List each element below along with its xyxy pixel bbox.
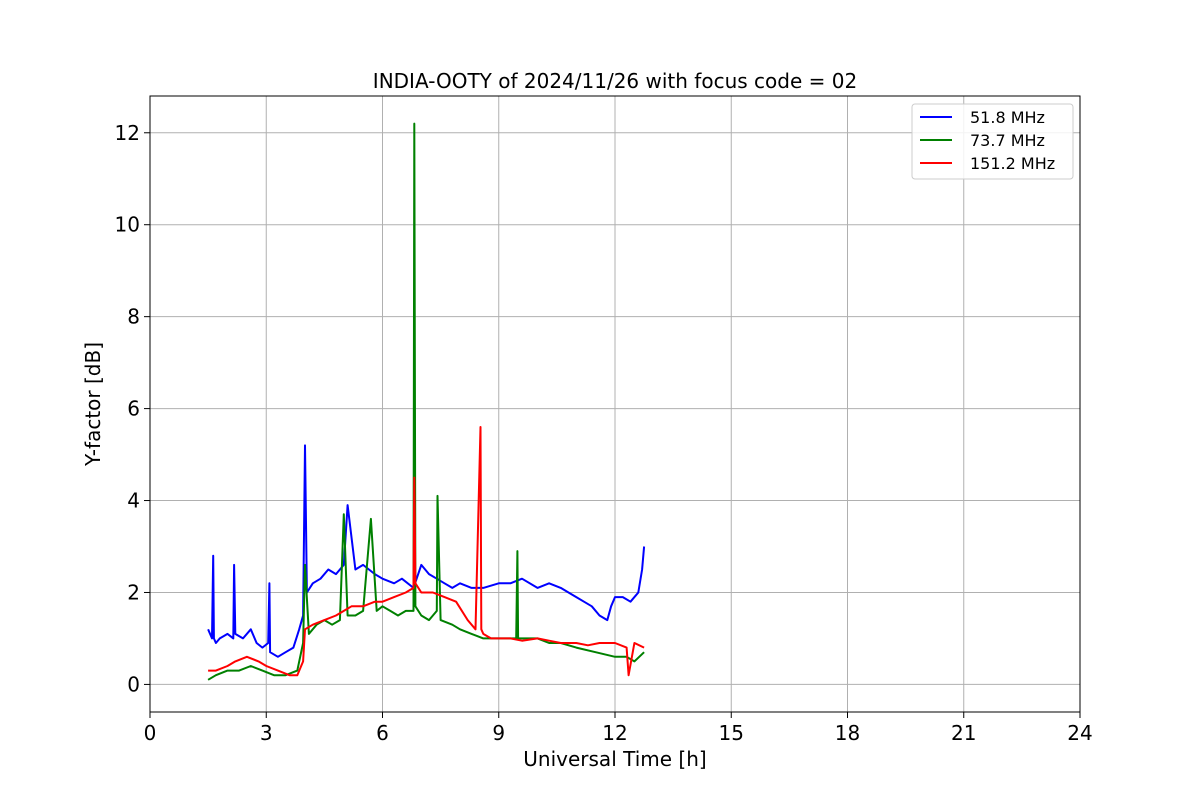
legend-box (911, 103, 1074, 180)
legend-label-2: 73.7 MHz (970, 131, 1045, 150)
x-tick-label: 3 (260, 721, 273, 745)
series-line-1 (207, 444, 646, 658)
x-axis-label: Universal Time [h] (523, 747, 706, 771)
y-tick-label: 2 (127, 580, 140, 604)
y-tick-label: 12 (115, 121, 140, 145)
y-axis-label: Y-factor [dB] (81, 342, 105, 467)
x-tick-label: 6 (376, 721, 389, 745)
x-tick-label: 0 (144, 721, 157, 745)
x-tick-label: 21 (951, 721, 976, 745)
series-layer (207, 122, 646, 681)
legend: 51.8 MHz 73.7 MHz 151.2 MHz (911, 103, 1074, 180)
y-tick-label: 10 (115, 213, 140, 237)
x-tick-label: 9 (492, 721, 505, 745)
x-tick-label: 18 (835, 721, 860, 745)
y-tick-label: 6 (127, 397, 140, 421)
y-tick-label: 4 (127, 489, 140, 513)
legend-label-3: 151.2 MHz (970, 154, 1055, 173)
x-tick-label: 24 (1067, 721, 1092, 745)
y-tick-label: 8 (127, 305, 140, 329)
x-tick-label: 12 (602, 721, 627, 745)
chart-title: INDIA-OOTY of 2024/11/26 with focus code… (373, 69, 857, 93)
legend-label-1: 51.8 MHz (970, 108, 1045, 127)
series-line-3 (208, 426, 645, 677)
x-tick-label: 15 (719, 721, 744, 745)
y-tick-label: 0 (127, 672, 140, 696)
